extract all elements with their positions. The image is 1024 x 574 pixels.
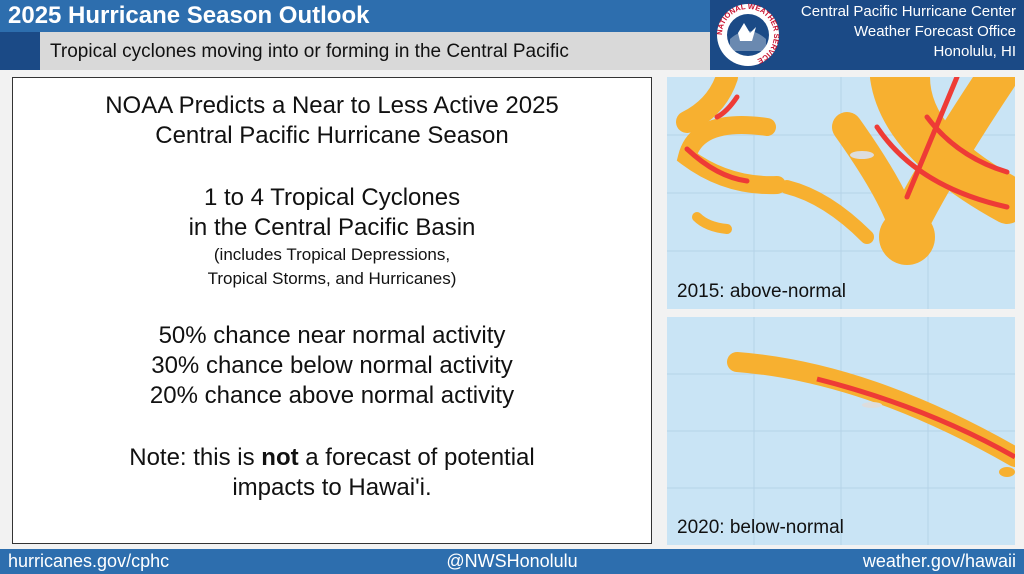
chance-line: 30% chance below normal activity (151, 352, 513, 379)
outlook-box: NOAA Predicts a Near to Less Active 2025… (12, 77, 652, 544)
footer-link: weather.gov/hawaii (862, 551, 1016, 571)
map-2015: 2015: above-normal (667, 57, 1024, 309)
subtitle-bar (40, 32, 710, 70)
headline: Central Pacific Hurricane Season (155, 122, 509, 149)
note-text: a forecast of potential (298, 444, 535, 471)
title-bar (0, 0, 710, 32)
note-text: Note: this is (129, 444, 262, 471)
map-2020: 2020: below-normal (667, 317, 1024, 545)
chance-line: 50% chance near normal activity (158, 322, 506, 349)
subtitle: Tropical cyclones moving into or forming… (50, 41, 569, 62)
chance-line: 20% chance above normal activity (149, 382, 515, 409)
footer: hurricanes.gov/cphc @NWSHonolulu weather… (0, 549, 1024, 574)
note: Note: this is not a forecast of potentia… (13, 443, 651, 473)
count-line: 1 to 4 Tropical Cyclones (203, 184, 461, 211)
office-panel: NATIONAL WEATHER SERVICE Central Pacific… (710, 0, 1024, 70)
map-image (667, 317, 1024, 545)
title: 2025 Hurricane Season Outlook (8, 2, 370, 29)
nws-logo: NATIONAL WEATHER SERVICE (716, 3, 780, 66)
accent-strip (0, 32, 40, 70)
map-caption: 2015: above-normal (677, 281, 846, 302)
includes-line: (includes Tropical Depressions, (213, 245, 451, 264)
map-caption: 2020: below-normal (677, 517, 844, 538)
note-emphasis: not (261, 444, 299, 471)
footer-handle: @NWSHonolulu (446, 551, 578, 571)
includes-line: Tropical Storms, and Hurricanes) (207, 269, 457, 288)
map-image (667, 57, 1024, 309)
headline: NOAA Predicts a Near to Less Active 2025 (105, 92, 559, 119)
note: impacts to Hawai'i. (232, 474, 432, 501)
office-line: Weather Forecast Office (853, 23, 1016, 40)
office-line: Honolulu, HI (933, 43, 1016, 60)
footer-link: hurricanes.gov/cphc (8, 551, 170, 571)
office-line: Central Pacific Hurricane Center (800, 3, 1016, 20)
count-line: in the Central Pacific Basin (188, 214, 476, 241)
